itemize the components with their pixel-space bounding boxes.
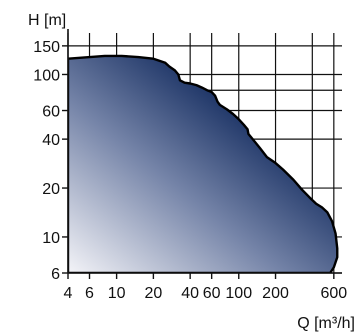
x-tick-label: 4 — [64, 285, 73, 302]
x-tick-label: 40 — [181, 285, 199, 302]
x-tick-label: 600 — [320, 285, 347, 302]
x-axis-title: Q [m³/h] — [297, 315, 355, 332]
y-tick-label: 6 — [51, 266, 60, 283]
x-tick-labels: 4 6 10 20 40 60 100 200 600 — [64, 285, 348, 302]
performance-envelope-area — [68, 54, 339, 273]
y-tick-labels: 6 10 20 40 60 100 150 — [33, 39, 60, 283]
x-tick-label: 20 — [144, 285, 162, 302]
y-axis-title: H [m] — [28, 12, 66, 29]
x-tick-label: 100 — [225, 285, 252, 302]
y-tick-label: 40 — [42, 132, 60, 149]
x-tick-label: 10 — [108, 285, 126, 302]
y-tick-label: 100 — [33, 67, 60, 84]
axes — [62, 29, 342, 279]
y-tick-label: 60 — [42, 104, 60, 121]
x-tick-label: 200 — [262, 285, 289, 302]
x-tick-label: 60 — [203, 285, 221, 302]
y-tick-label: 150 — [33, 39, 60, 56]
y-tick-label: 10 — [42, 230, 60, 247]
x-tick-label: 6 — [85, 285, 94, 302]
envelope-layer — [68, 54, 339, 273]
y-tick-label: 20 — [42, 181, 60, 198]
